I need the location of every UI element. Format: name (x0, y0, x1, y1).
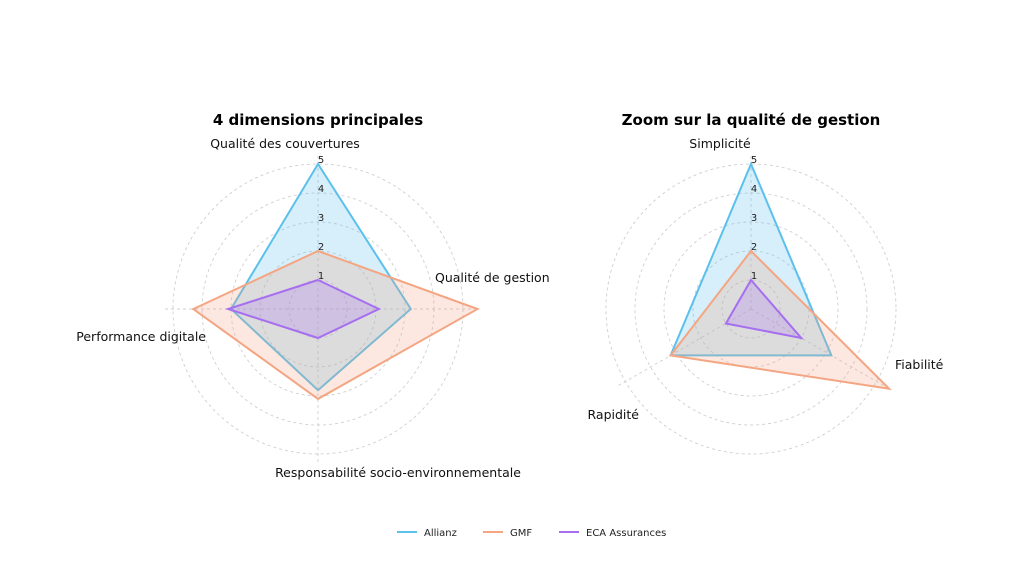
axis-label: Responsabilité socio-environnementale (275, 465, 521, 480)
axis-label: Simplicité (689, 136, 751, 151)
axis-label: Rapidité (588, 407, 640, 422)
radar-chart-main: 4 dimensions principales 1 2 3 4 5 Qualité de… (76, 111, 549, 480)
grid-ring (605, 163, 897, 455)
r-tick-label: 1 (751, 271, 757, 282)
r-tick-label: 3 (318, 213, 324, 224)
grid-ring (721, 279, 781, 339)
r-tick-label: 2 (318, 242, 324, 253)
series-allianz (669, 161, 833, 357)
r-tick-label: 2 (751, 242, 757, 253)
r-tick-label: 4 (751, 184, 757, 195)
axis-label: Qualité de gestion (435, 270, 550, 285)
chart-title: Zoom sur la qualité de gestion (622, 111, 881, 129)
grid-ring (288, 279, 348, 339)
r-tick-label: 5 (751, 155, 757, 166)
legend-label: ECA Assurances (586, 528, 666, 539)
axis-label: Fiabilité (895, 357, 944, 372)
r-tick-label: 5 (318, 155, 324, 166)
axis-label: Qualité des couvertures (210, 136, 360, 151)
series-eca-assurances (224, 278, 382, 340)
r-tick-label: 4 (318, 184, 324, 195)
axis-label: Performance digitale (76, 329, 206, 344)
legend-label: Allianz (424, 528, 457, 539)
legend-label: GMF (510, 528, 532, 539)
series-gmf (668, 249, 893, 391)
r-tick-label: 3 (751, 213, 757, 224)
grid-spoke (750, 308, 886, 387)
chart-legend: Allianz GMF ECA Assurances (397, 528, 666, 539)
r-tick-label: 1 (318, 271, 324, 282)
radar-chart-zoom: Zoom sur la qualité de gestion 1 2 3 4 5Simp… (588, 111, 944, 455)
series-eca-assurances (724, 278, 804, 340)
series-gmf (191, 249, 480, 401)
series-allianz (229, 162, 413, 392)
chart-title: 4 dimensions principales (213, 111, 423, 129)
grid-spoke (616, 308, 752, 387)
